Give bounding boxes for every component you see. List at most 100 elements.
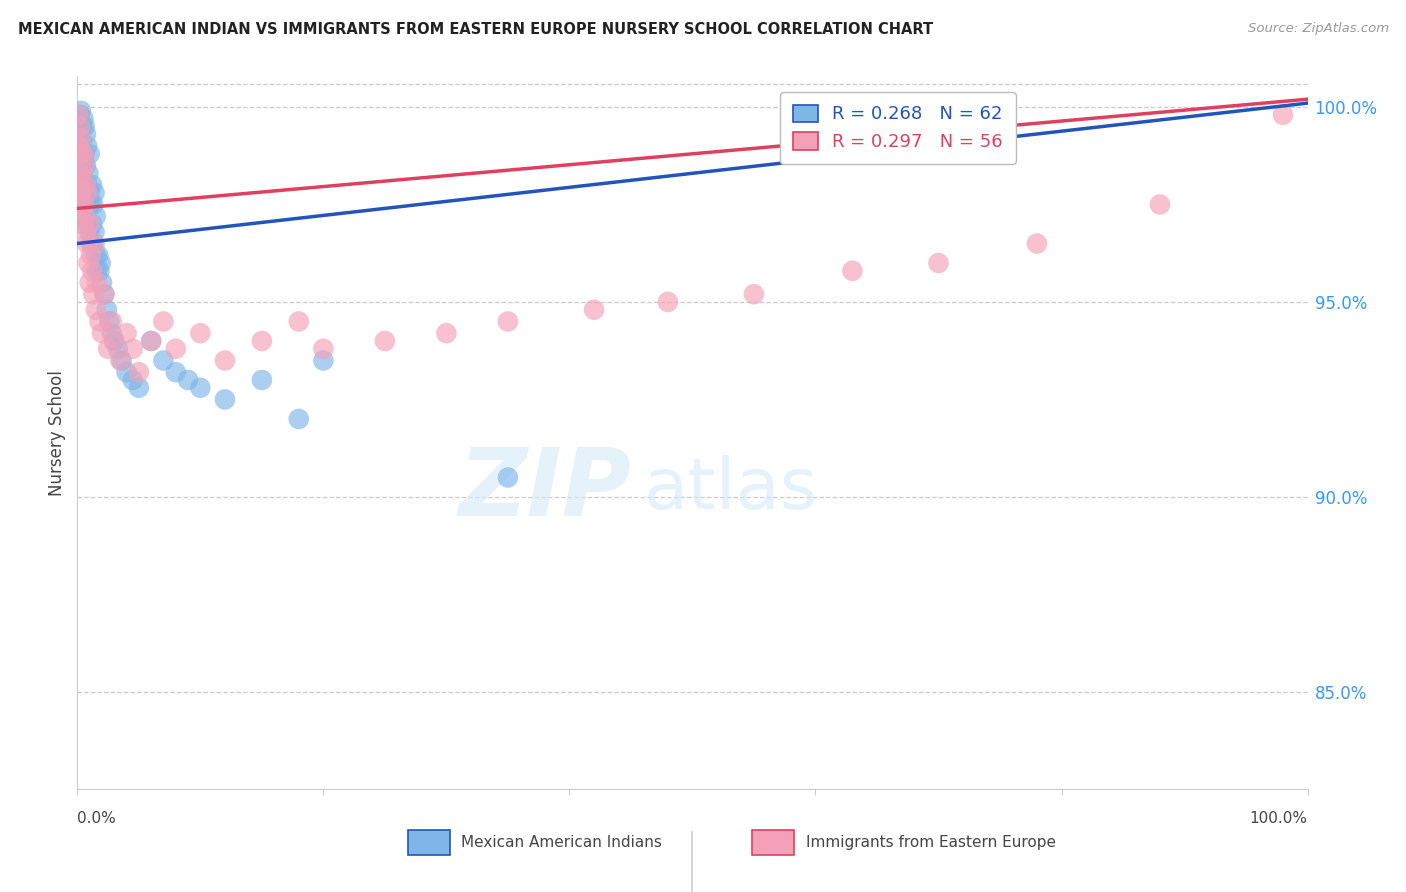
Point <box>79 225 101 239</box>
Point <box>80 236 103 251</box>
Point <box>70 103 93 118</box>
Point <box>152 314 174 328</box>
Point <box>70 146 93 161</box>
Point <box>69 120 91 134</box>
Point <box>121 342 143 356</box>
Point <box>496 314 519 328</box>
Point <box>82 264 104 278</box>
Point <box>82 197 104 211</box>
Point <box>101 326 124 341</box>
Point <box>312 353 335 368</box>
Point <box>70 186 93 200</box>
Point <box>1149 197 1171 211</box>
Text: Mexican American Indians: Mexican American Indians <box>461 835 662 849</box>
Point <box>1272 108 1295 122</box>
Point <box>83 225 105 239</box>
Point <box>75 178 97 192</box>
Point <box>70 146 93 161</box>
Point <box>141 334 163 348</box>
Point <box>312 342 335 356</box>
Point <box>67 108 90 122</box>
Text: 100.0%: 100.0% <box>1250 812 1308 826</box>
Point <box>128 381 150 395</box>
Point <box>76 139 98 153</box>
Point <box>72 209 94 223</box>
Point <box>250 373 273 387</box>
Legend: R = 0.268   N = 62, R = 0.297   N = 56: R = 0.268 N = 62, R = 0.297 N = 56 <box>780 92 1015 164</box>
Point <box>250 334 273 348</box>
Point <box>70 120 93 134</box>
Point <box>374 334 396 348</box>
Point <box>82 217 104 231</box>
Point <box>73 178 96 192</box>
Point <box>103 334 125 348</box>
Point <box>742 287 765 301</box>
Y-axis label: Nursery School: Nursery School <box>48 369 66 496</box>
Point <box>121 373 143 387</box>
Text: MEXICAN AMERICAN INDIAN VS IMMIGRANTS FROM EASTERN EUROPE NURSERY SCHOOL CORRELA: MEXICAN AMERICAN INDIAN VS IMMIGRANTS FR… <box>18 22 934 37</box>
Point <box>77 197 100 211</box>
Point <box>780 108 803 122</box>
Point <box>86 276 108 290</box>
Point <box>70 217 93 231</box>
Point <box>77 256 100 270</box>
Point <box>84 302 107 317</box>
Point <box>87 248 110 262</box>
Point <box>69 108 91 122</box>
Point <box>141 334 163 348</box>
Point <box>583 302 606 317</box>
Point <box>841 264 863 278</box>
Point <box>75 159 97 173</box>
Point <box>107 342 129 356</box>
Point <box>76 186 98 200</box>
Point <box>72 112 94 126</box>
Point <box>79 217 101 231</box>
Point <box>103 334 125 348</box>
Point <box>93 287 115 301</box>
Point <box>111 353 132 368</box>
Point <box>77 166 100 180</box>
Point <box>73 120 96 134</box>
Point <box>1026 236 1049 251</box>
Point <box>110 353 132 368</box>
Point <box>67 139 90 153</box>
Point <box>214 353 236 368</box>
Point <box>90 326 114 341</box>
Point <box>152 353 174 368</box>
Point <box>83 236 105 251</box>
Point <box>82 287 104 301</box>
Point <box>86 264 108 278</box>
Point <box>190 381 212 395</box>
Point <box>69 170 91 185</box>
Point <box>214 392 236 407</box>
Text: Source: ZipAtlas.com: Source: ZipAtlas.com <box>1249 22 1389 36</box>
Point <box>75 225 97 239</box>
Point <box>79 146 101 161</box>
Point <box>83 186 105 200</box>
Point <box>70 186 93 200</box>
Point <box>80 248 103 262</box>
Point <box>97 342 120 356</box>
Point <box>80 197 103 211</box>
Point <box>93 287 115 301</box>
Point <box>84 248 107 262</box>
Point <box>73 209 96 223</box>
Text: Immigrants from Eastern Europe: Immigrants from Eastern Europe <box>806 835 1056 849</box>
Point <box>115 365 138 379</box>
Point <box>84 209 107 223</box>
Point <box>288 412 311 426</box>
Point <box>76 217 98 231</box>
Point <box>82 178 104 192</box>
Point <box>496 470 519 484</box>
Point <box>75 197 97 211</box>
Point <box>79 186 101 200</box>
Point <box>90 256 112 270</box>
Point <box>657 295 679 310</box>
Point <box>72 159 94 173</box>
Point <box>165 365 187 379</box>
Point <box>90 276 114 290</box>
Point <box>70 131 93 145</box>
Point <box>128 365 150 379</box>
Point <box>70 131 93 145</box>
Point <box>70 166 93 180</box>
